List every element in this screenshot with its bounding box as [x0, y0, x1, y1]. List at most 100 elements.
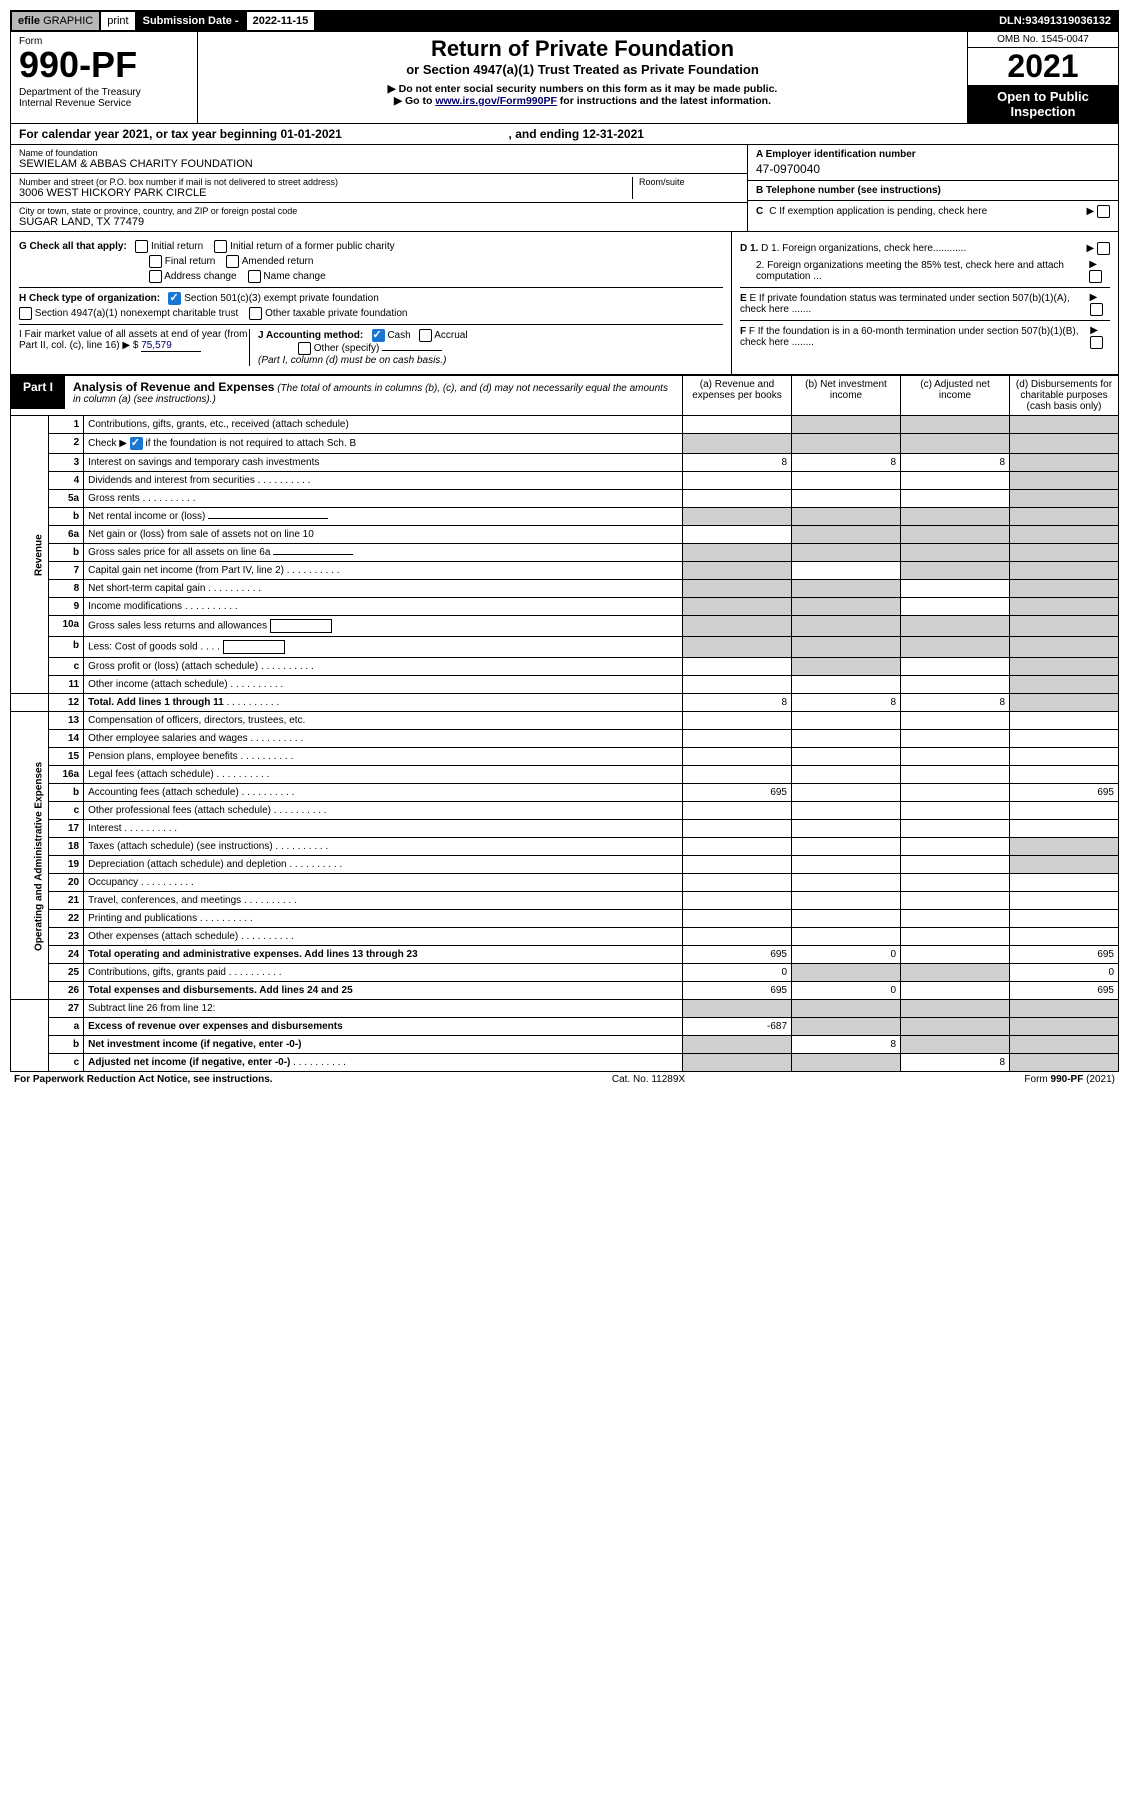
line-25-desc: Contributions, gifts, grants paid [84, 964, 683, 982]
line-21-desc: Travel, conferences, and meetings [84, 892, 683, 910]
line-24-d: 695 [1010, 946, 1119, 964]
line-26-num: 26 [49, 982, 84, 1000]
line-6b-desc: Gross sales price for all assets on line… [84, 544, 683, 562]
form-title: Return of Private Foundation [206, 36, 959, 62]
line-13-num: 13 [49, 712, 84, 730]
d2-row: 2. Foreign organizations meeting the 85%… [740, 259, 1110, 283]
line-27c-desc: Adjusted net income (if negative, enter … [84, 1054, 683, 1072]
line-22-num: 22 [49, 910, 84, 928]
line-16a-desc: Legal fees (attach schedule) [84, 766, 683, 784]
line-26-d: 695 [1010, 982, 1119, 1000]
line-16a-num: 16a [49, 766, 84, 784]
line-10a-desc: Gross sales less returns and allowances [84, 616, 683, 637]
line-5a-num: 5a [49, 490, 84, 508]
final-return-checkbox[interactable] [149, 255, 162, 268]
instructions-link[interactable]: www.irs.gov/Form990PF [435, 95, 557, 107]
line-16c-num: c [49, 802, 84, 820]
col-c-header: (c) Adjusted net income [901, 376, 1010, 416]
d1-row: D 1. D 1. Foreign organizations, check h… [740, 242, 1110, 255]
line-7-num: 7 [49, 562, 84, 580]
initial-pub-checkbox[interactable] [214, 240, 227, 253]
line-5a-desc: Gross rents [84, 490, 683, 508]
col-d-header: (d) Disbursements for charitable purpose… [1010, 376, 1119, 416]
line-15-desc: Pension plans, employee benefits [84, 748, 683, 766]
status-terminated-checkbox[interactable] [1090, 303, 1103, 316]
line-17-num: 17 [49, 820, 84, 838]
line-27b-b: 8 [792, 1036, 901, 1054]
form-subtitle: or Section 4947(a)(1) Trust Treated as P… [206, 62, 959, 77]
g-row: G Check all that apply: Initial return I… [19, 240, 723, 253]
line-3-num: 3 [49, 454, 84, 472]
form-ref: Form 990-PF (2021) [1024, 1074, 1115, 1085]
foreign-85-checkbox[interactable] [1089, 270, 1102, 283]
submission-label: Submission Date - [137, 12, 247, 30]
line-1-desc: Contributions, gifts, grants, etc., rece… [84, 416, 683, 434]
line-16c-desc: Other professional fees (attach schedule… [84, 802, 683, 820]
dln: DLN: 93491319036132 [316, 12, 1117, 30]
line-11-num: 11 [49, 676, 84, 694]
revenue-label: Revenue [11, 416, 49, 694]
line-21-num: 21 [49, 892, 84, 910]
60month-checkbox[interactable] [1090, 336, 1103, 349]
line-25-num: 25 [49, 964, 84, 982]
e-row: E E If private foundation status was ter… [740, 287, 1110, 316]
cat-no: Cat. No. 11289X [612, 1074, 685, 1085]
form-id-block: Form 990-PF Department of the Treasury I… [11, 32, 198, 123]
other-method-checkbox[interactable] [298, 342, 311, 355]
line-6a-desc: Net gain or (loss) from sale of assets n… [84, 526, 683, 544]
initial-return-checkbox[interactable] [135, 240, 148, 253]
line-7-desc: Capital gain net income (from Part IV, l… [84, 562, 683, 580]
line-27c-c: 8 [901, 1054, 1010, 1072]
foreign-org-checkbox[interactable] [1097, 242, 1110, 255]
line-1-num: 1 [49, 416, 84, 434]
top-bar: efile GRAPHIC print Submission Date - 20… [10, 10, 1119, 32]
line-19-num: 19 [49, 856, 84, 874]
line-11-desc: Other income (attach schedule) [84, 676, 683, 694]
line-8-num: 8 [49, 580, 84, 598]
line-14-num: 14 [49, 730, 84, 748]
print-btn[interactable]: print [101, 12, 136, 30]
fmv-value[interactable]: 75,579 [141, 340, 201, 352]
line-27-desc: Subtract line 26 from line 12: [84, 1000, 683, 1018]
line-12-b: 8 [792, 694, 901, 712]
line-10c-desc: Gross profit or (loss) (attach schedule) [84, 658, 683, 676]
line-27-num: 27 [49, 1000, 84, 1018]
line-13-desc: Compensation of officers, directors, tru… [84, 712, 683, 730]
line-12-num: 12 [49, 694, 84, 712]
foundation-name-cell: Name of foundation SEWIELAM & ABBAS CHAR… [11, 145, 747, 174]
line-3-b: 8 [792, 454, 901, 472]
line-6b-num: b [49, 544, 84, 562]
pending-checkbox[interactable] [1097, 205, 1110, 218]
other-taxable-checkbox[interactable] [249, 307, 262, 320]
amended-return-checkbox[interactable] [226, 255, 239, 268]
instr-1: ▶ Do not enter social security numbers o… [206, 83, 959, 95]
line-12-a: 8 [683, 694, 792, 712]
line-10b-desc: Less: Cost of goods sold . . . . [84, 637, 683, 658]
line-27a-a: -687 [683, 1018, 792, 1036]
line-10c-num: c [49, 658, 84, 676]
name-change-checkbox[interactable] [248, 270, 261, 283]
sch-b-not-required-checkbox[interactable] [130, 437, 143, 450]
line-10a-num: 10a [49, 616, 84, 637]
cash-checkbox[interactable] [372, 329, 385, 342]
line-20-num: 20 [49, 874, 84, 892]
city-cell: City or town, state or province, country… [11, 203, 747, 231]
line-16b-d: 695 [1010, 784, 1119, 802]
line-20-desc: Occupancy [84, 874, 683, 892]
open-to-public: Open to Public Inspection [968, 85, 1118, 123]
entity-info-grid: Name of foundation SEWIELAM & ABBAS CHAR… [10, 145, 1119, 232]
efile-tag: efile GRAPHIC [12, 12, 101, 30]
paperwork-notice: For Paperwork Reduction Act Notice, see … [14, 1074, 273, 1085]
line-27b-desc: Net investment income (if negative, ente… [84, 1036, 683, 1054]
col-b-header: (b) Net investment income [792, 376, 901, 416]
501c3-checkbox[interactable] [168, 292, 181, 305]
line-25-d: 0 [1010, 964, 1119, 982]
accrual-checkbox[interactable] [419, 329, 432, 342]
4947-checkbox[interactable] [19, 307, 32, 320]
room-suite-label: Room/suite [639, 177, 739, 187]
address-change-checkbox[interactable] [149, 270, 162, 283]
part1-tag: Part I [11, 376, 65, 409]
h-row: H Check type of organization: Section 50… [19, 287, 723, 305]
part1-title: Analysis of Revenue and Expenses (The to… [65, 376, 682, 409]
line-19-desc: Depreciation (attach schedule) and deple… [84, 856, 683, 874]
